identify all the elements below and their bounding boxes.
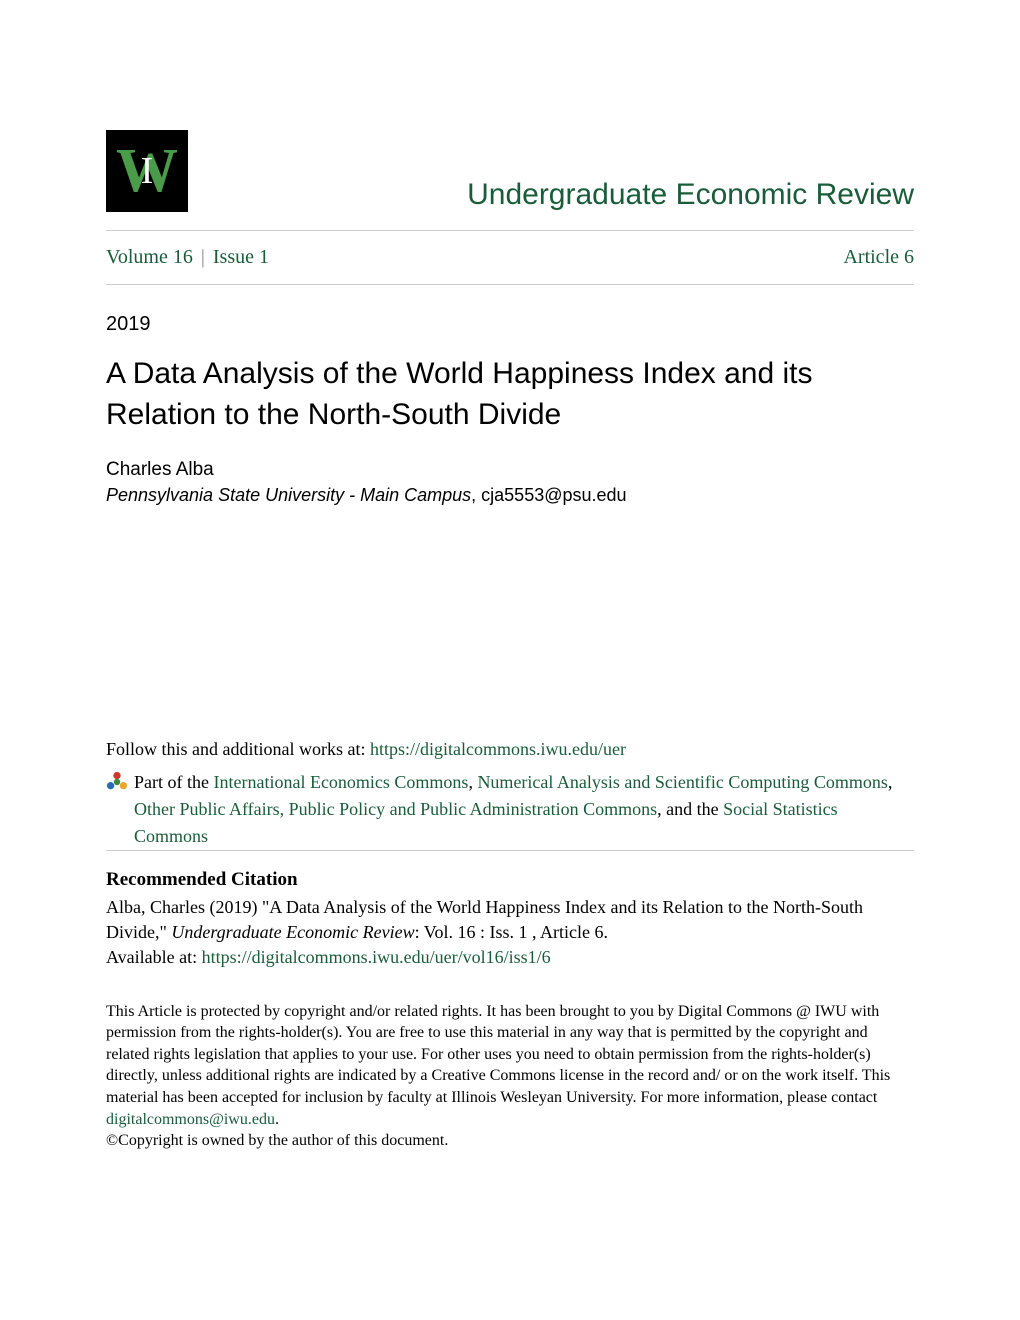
follow-url[interactable]: https://digitalcommons.iwu.edu/uer xyxy=(370,739,626,759)
citation-heading: Recommended Citation xyxy=(106,869,914,891)
journal-title[interactable]: Undergraduate Economic Review xyxy=(467,178,914,212)
copyright-text: This Article is protected by copyright a… xyxy=(106,1003,890,1106)
partof-prefix: Part of the xyxy=(134,772,213,792)
affiliation: Pennsylvania State University - Main Cam… xyxy=(106,485,471,505)
copyright-period: . xyxy=(275,1111,279,1128)
follow-line: Follow this and additional works at: htt… xyxy=(106,736,914,763)
partof-line: Part of the International Economics Comm… xyxy=(106,769,914,850)
citation-section: Recommended Citation Alba, Charles (2019… xyxy=(106,869,914,971)
citation-post: : Vol. 16 : Iss. 1 , Article 6. xyxy=(415,922,608,942)
copyright-section: This Article is protected by copyright a… xyxy=(106,1001,914,1152)
article-title: A Data Analysis of the World Happiness I… xyxy=(106,354,914,435)
commons-link-3[interactable]: Other Public Affairs, Public Policy and … xyxy=(134,799,657,819)
sep2: , xyxy=(888,772,893,792)
contact-email[interactable]: digitalcommons@iwu.edu xyxy=(106,1111,275,1128)
affiliation-line: Pennsylvania State University - Main Cam… xyxy=(106,485,914,506)
author-name: Charles Alba xyxy=(106,459,914,481)
divider-citation xyxy=(106,850,914,851)
divider-nav xyxy=(106,284,914,285)
commons-link-1[interactable]: International Economics Commons xyxy=(213,772,468,792)
citation-text: Alba, Charles (2019) "A Data Analysis of… xyxy=(106,895,914,971)
available-url[interactable]: https://digitalcommons.iwu.edu/uer/vol16… xyxy=(202,947,551,967)
follow-prefix: Follow this and additional works at: xyxy=(106,739,370,759)
publication-year: 2019 xyxy=(106,313,914,336)
follow-section: Follow this and additional works at: htt… xyxy=(106,736,914,850)
logo-letter: W xyxy=(116,140,178,202)
sep3: , and the xyxy=(657,799,723,819)
available-prefix: Available at: xyxy=(106,947,202,967)
article-link[interactable]: Article 6 xyxy=(843,246,914,269)
nav-row: Volume 16 | Issue 1 Article 6 xyxy=(106,231,914,284)
header-row: W Undergraduate Economic Review xyxy=(106,130,914,212)
network-icon[interactable] xyxy=(106,771,128,793)
partof-text: Part of the International Economics Comm… xyxy=(134,769,914,850)
citation-journal: Undergraduate Economic Review xyxy=(171,922,414,942)
nav-left: Volume 16 | Issue 1 xyxy=(106,246,269,269)
volume-link[interactable]: Volume 16 xyxy=(106,246,193,269)
copyright-owner: ©Copyright is owned by the author of thi… xyxy=(106,1132,448,1149)
author-email: , cja5553@psu.edu xyxy=(471,485,626,505)
nav-separator: | xyxy=(201,246,205,269)
issue-link[interactable]: Issue 1 xyxy=(213,246,269,269)
commons-link-2[interactable]: Numerical Analysis and Scientific Comput… xyxy=(477,772,887,792)
institution-logo[interactable]: W xyxy=(106,130,188,212)
